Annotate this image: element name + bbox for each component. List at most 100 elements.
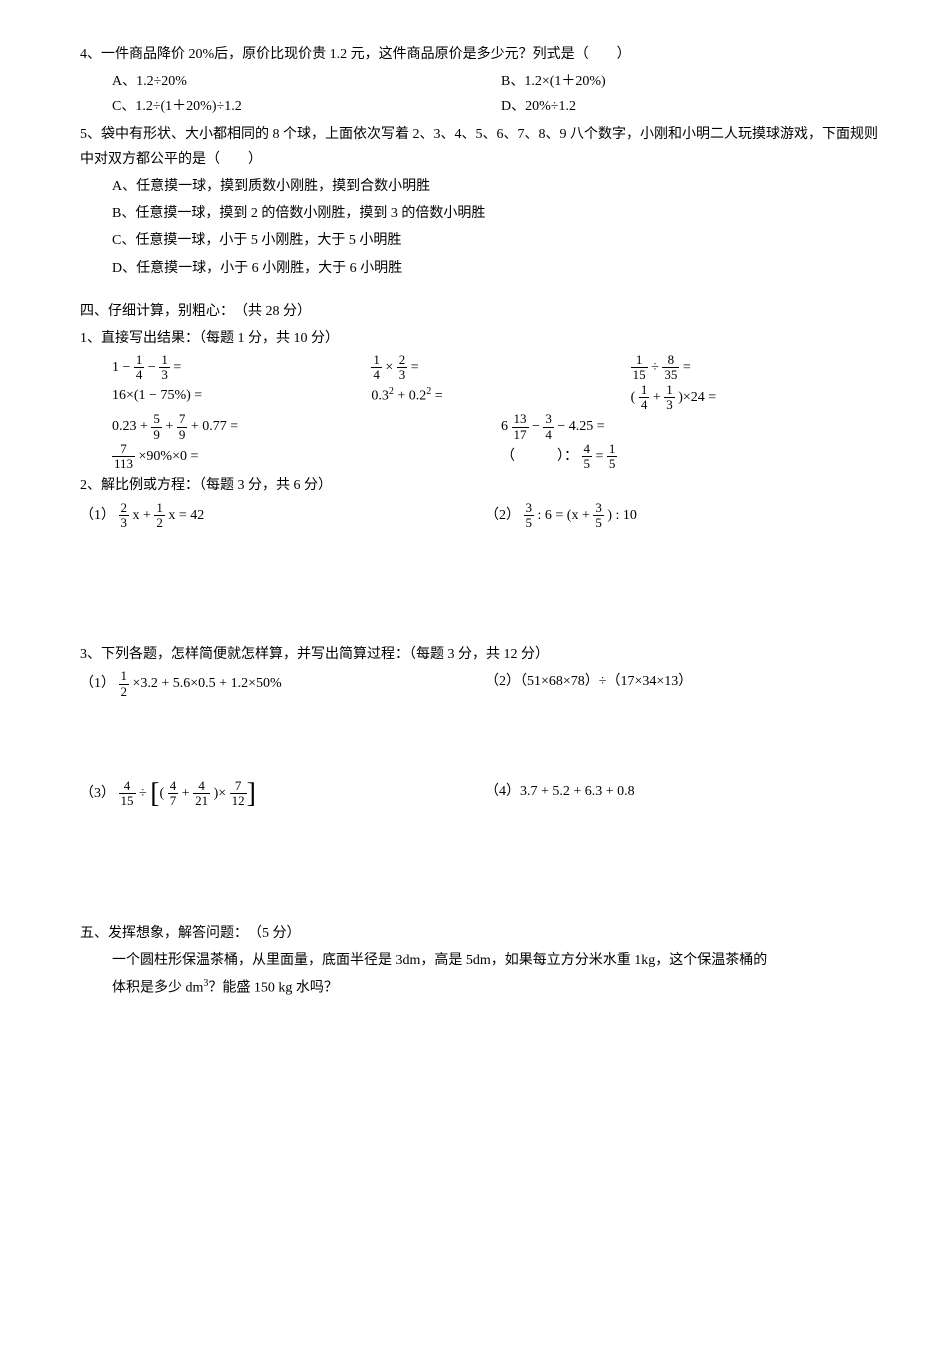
q4-stem: 4、一件商品降价 20%后，原价比现价贵 1.2 元，这件商品原价是多少元？列式… (80, 42, 890, 67)
calc-r3c2: 6 1317 − 34 − 4.25 = (501, 412, 890, 442)
sec4-sub1: 1、直接写出结果：（每题 1 分，共 10 分） (80, 326, 890, 351)
den: 5 (593, 515, 604, 530)
sec5-body1: 一个圆柱形保温茶桶，从里面量，底面半径是 3dm，高是 5dm，如果每立方分米水… (112, 948, 890, 973)
simp-row1: （1） 12 ×3.2 + 5.6×0.5 + 1.2×50% （2）（51×6… (80, 669, 890, 699)
num: 3 (543, 412, 554, 426)
left-bracket-icon: [ (150, 780, 159, 808)
calc-r4c1: 7113 ×90%×0 = (112, 442, 501, 472)
fraction: 421 (193, 779, 210, 809)
fraction: 15 (607, 442, 618, 472)
fraction: 35 (593, 501, 604, 531)
sec5-title: 五、发挥想象，解答问题： （5 分） (80, 921, 890, 946)
num: 1 (631, 353, 648, 367)
text: ) : 10 (607, 508, 637, 523)
den: 3 (159, 367, 170, 382)
text: （ ）： (501, 449, 578, 464)
den: 113 (112, 456, 135, 471)
den: 2 (119, 684, 130, 699)
den: 3 (664, 397, 675, 412)
den: 5 (524, 515, 535, 530)
solve2: （2） 35 : 6 = (x + 35 ) : 10 (485, 501, 890, 531)
fraction: 13 (664, 383, 675, 413)
text: = (596, 449, 607, 464)
num: 7 (112, 442, 135, 456)
fraction: 835 (662, 353, 679, 383)
calc-r4c2: （ ）： 45 = 15 (501, 442, 890, 472)
q5-optA: A、任意摸一球，摸到质数小刚胜，摸到合数小明胜 (112, 174, 890, 199)
fraction: 47 (168, 779, 179, 809)
exp: 2 (426, 386, 431, 397)
num: 13 (512, 412, 529, 426)
fraction: 23 (397, 353, 408, 383)
num: 1 (607, 442, 618, 456)
text: + (653, 390, 664, 405)
simp-title: 3、下列各题，怎样简便就怎样算，并写出简算过程：（每题 3 分，共 12 分） (80, 642, 890, 667)
calc-r2c2: 0.32 + 0.22 = (371, 383, 630, 413)
den: 7 (168, 793, 179, 808)
num: 1 (159, 353, 170, 367)
simp2: （2）（51×68×78）÷（17×34×13） (485, 669, 890, 699)
q4-optB: B、1.2×(1＋20%) (501, 69, 890, 94)
num: 2 (119, 501, 130, 515)
text: − 4.25 = (557, 419, 604, 434)
den: 21 (193, 793, 210, 808)
num: 1 (119, 669, 130, 683)
fraction: 23 (119, 501, 130, 531)
text: = (435, 388, 443, 403)
den: 35 (662, 367, 679, 382)
simp4: （4）3.7 + 5.2 + 6.3 + 0.8 (485, 779, 890, 809)
sec4-title: 四、仔细计算，别粗心： （共 28 分） (80, 299, 890, 324)
fraction: 59 (151, 412, 162, 442)
q5-stem: 5、袋中有形状、大小都相同的 8 个球，上面依次写着 2、3、4、5、6、7、8… (80, 122, 890, 172)
simp3: （3） 415 ÷ [ ( 47 + 421 )× 712 ] (80, 779, 485, 809)
fraction: 79 (177, 412, 188, 442)
den: 17 (512, 427, 529, 442)
text: ？能盛 150 kg 水吗？ (208, 981, 338, 996)
q4-row2: C、1.2÷(1＋20%)÷1.2 D、20%÷1.2 (80, 94, 890, 119)
text: = (173, 360, 181, 375)
text: − (532, 419, 543, 434)
lead: （3） (80, 786, 115, 801)
solve-row: （1） 23 x + 12 x = 42 （2） 35 : 6 = (x + 3… (80, 501, 890, 531)
whole: 6 (501, 414, 508, 439)
den: 4 (371, 367, 382, 382)
den: 12 (230, 793, 247, 808)
q4-optC: C、1.2÷(1＋20%)÷1.2 (112, 94, 501, 119)
text: 0.3 (371, 388, 389, 403)
num: 1 (134, 353, 145, 367)
calc-row1: 1 − 14 − 13 = 14 × 23 = 115 ÷ 835 = (112, 353, 890, 383)
fraction: 14 (134, 353, 145, 383)
lead: （2） (485, 508, 520, 523)
lead: （1） (80, 676, 115, 691)
calc-r1c2: 14 × 23 = (371, 353, 630, 383)
num: 3 (524, 501, 535, 515)
solve-title: 2、解比例或方程：（每题 3 分，共 6 分） (80, 473, 890, 498)
lead: （1） (80, 508, 115, 523)
fraction: 1317 (512, 412, 529, 442)
num: 3 (593, 501, 604, 515)
num: 4 (582, 442, 593, 456)
text: + (182, 786, 193, 801)
num: 7 (230, 779, 247, 793)
text: ×90%×0 = (139, 449, 199, 464)
text: + 0.77 = (191, 419, 238, 434)
den: 5 (607, 456, 618, 471)
fraction: 14 (371, 353, 382, 383)
fraction: 35 (524, 501, 535, 531)
q5-optD: D、任意摸一球，小于 6 小刚胜，大于 6 小明胜 (112, 256, 890, 281)
text: 体积是多少 dm (112, 981, 203, 996)
exp: 2 (389, 386, 394, 397)
den: 15 (119, 793, 136, 808)
fraction: 12 (154, 501, 165, 531)
text: + (165, 419, 176, 434)
num: 1 (371, 353, 382, 367)
den: 3 (397, 367, 408, 382)
q5-optB: B、任意摸一球，摸到 2 的倍数小刚胜，摸到 3 的倍数小明胜 (112, 201, 890, 226)
den: 3 (119, 515, 130, 530)
num: 5 (151, 412, 162, 426)
calc-row4: 7113 ×90%×0 = （ ）： 45 = 15 (112, 442, 890, 472)
calc-row2: 16×(1 − 75%) = 0.32 + 0.22 = ( 14 + 13 )… (112, 383, 890, 413)
q4-optD: D、20%÷1.2 (501, 94, 890, 119)
den: 4 (543, 427, 554, 442)
fraction: 415 (119, 779, 136, 809)
